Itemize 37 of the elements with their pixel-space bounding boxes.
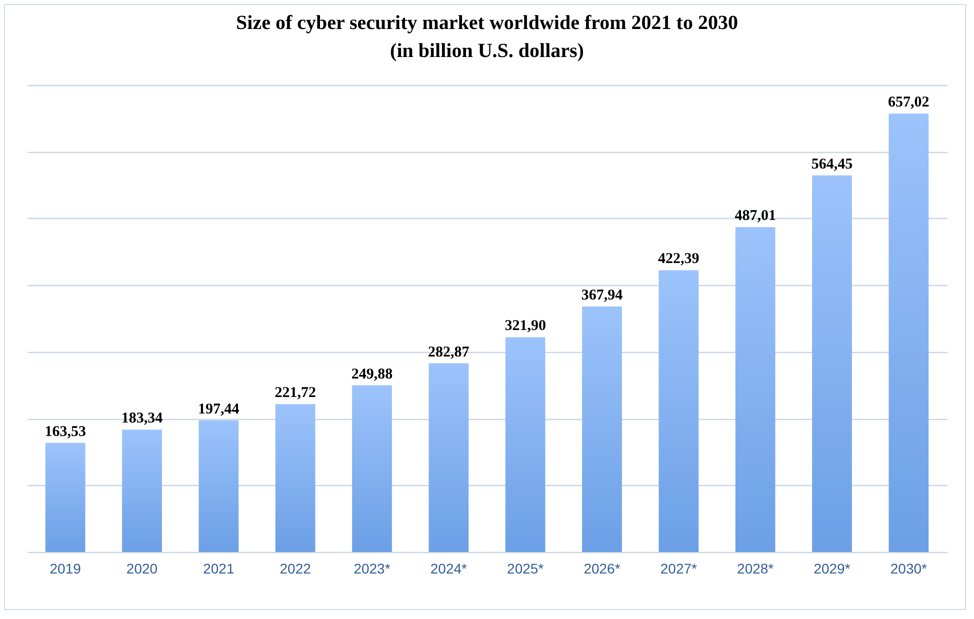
x-tick-label: 2029*	[814, 560, 851, 576]
data-label: 564,45	[811, 156, 853, 172]
x-tick-label: 2022	[280, 560, 312, 576]
data-label: 163,53	[44, 424, 86, 440]
x-tick-label: 2025*	[507, 560, 544, 576]
x-tick-label: 2027*	[660, 560, 698, 576]
data-label: 422,39	[658, 251, 700, 268]
data-label: 221,72	[274, 385, 316, 402]
x-tick-label: 2020	[126, 560, 158, 576]
x-tick-label: 2026*	[584, 560, 621, 576]
bar	[45, 442, 86, 552]
data-label: 367,94	[581, 288, 624, 304]
x-tick-label: 2021	[203, 560, 234, 576]
x-tick-label: 2024*	[430, 560, 468, 576]
bar	[658, 270, 699, 552]
data-label: 657,02	[888, 94, 930, 111]
bar	[122, 430, 162, 552]
bar	[198, 420, 239, 552]
data-label: 321,90	[504, 318, 546, 334]
bar	[812, 175, 852, 552]
data-label: 183,34	[121, 410, 164, 427]
x-tick-label: 2023*	[354, 560, 391, 576]
data-label: 197,44	[198, 401, 240, 418]
data-label: 249,88	[351, 366, 393, 382]
bar	[735, 227, 776, 552]
bar	[275, 404, 316, 552]
x-tick-label: 2028*	[737, 560, 774, 576]
bar	[428, 363, 469, 552]
data-label: 282,87	[428, 344, 470, 360]
chart-title: Size of cyber security market worldwide from 2021 to 2030 (in billion U.S. dollars)	[236, 12, 738, 62]
x-tick-label: 2019	[50, 560, 82, 576]
bar	[582, 306, 622, 552]
bar	[505, 337, 546, 552]
bar	[352, 385, 392, 552]
x-tick-label: 2030*	[890, 560, 928, 576]
data-label: 487,01	[734, 208, 776, 224]
bar	[888, 114, 929, 552]
